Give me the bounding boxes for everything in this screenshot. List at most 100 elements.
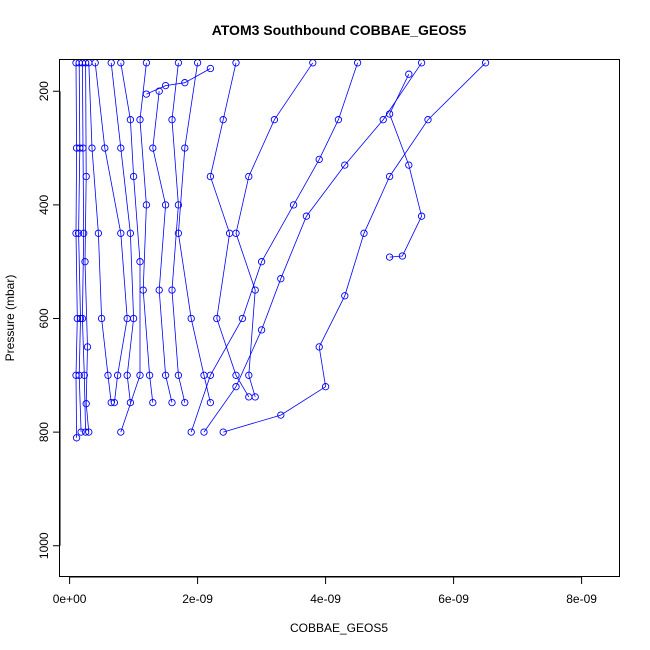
data-point	[88, 144, 96, 152]
data-point	[136, 371, 144, 379]
data-point	[245, 371, 253, 379]
data-point	[181, 144, 189, 152]
series-6	[107, 60, 138, 407]
data-point	[341, 161, 349, 169]
data-point	[83, 343, 92, 351]
series-10	[168, 60, 189, 407]
data-point	[80, 229, 88, 237]
series-connector	[139, 62, 154, 403]
y-tick-label: 800	[37, 422, 51, 442]
data-point	[117, 428, 125, 436]
data-point	[136, 258, 144, 266]
series-connector	[203, 62, 422, 433]
series-4	[85, 60, 115, 407]
x-tick-label: 6e-09	[438, 592, 469, 606]
data-point	[155, 286, 163, 294]
data-point	[104, 371, 112, 379]
x-tick-label: 8e-09	[566, 592, 597, 606]
data-point	[334, 116, 343, 124]
series-16	[219, 60, 490, 436]
data-point	[168, 398, 176, 407]
data-point	[101, 144, 109, 152]
data-point	[341, 292, 349, 300]
x-axis-label: COBBAE_GEOS5	[290, 621, 388, 635]
series-9	[149, 87, 176, 407]
data-point	[213, 314, 221, 323]
data-point	[238, 314, 247, 323]
data-point	[187, 314, 195, 323]
data-point	[424, 116, 432, 124]
data-point	[379, 116, 387, 124]
series-14	[187, 60, 362, 436]
data-point	[80, 371, 88, 379]
data-point	[481, 60, 490, 67]
data-point	[232, 371, 240, 379]
data-point	[149, 144, 157, 152]
data-point	[81, 258, 89, 266]
series-3	[81, 60, 93, 436]
data-point	[219, 428, 227, 436]
y-tick-label: 400	[37, 195, 51, 215]
data-point	[187, 428, 195, 436]
data-point	[405, 161, 413, 169]
series-connector	[94, 62, 128, 403]
data-point	[126, 398, 135, 407]
data-point	[315, 155, 323, 164]
data-point	[270, 116, 279, 124]
series-connector	[177, 62, 211, 403]
data-point	[161, 201, 170, 209]
series-connector	[209, 62, 250, 398]
data-point	[113, 371, 122, 379]
data-point	[277, 411, 285, 419]
series-connector	[120, 62, 141, 433]
series-connector	[84, 62, 90, 433]
y-tick-label: 1000	[37, 532, 51, 559]
data-point	[72, 434, 81, 442]
data-point	[251, 393, 259, 401]
data-point	[161, 371, 170, 379]
data-point	[126, 116, 135, 124]
data-point	[206, 371, 215, 379]
data-point	[168, 116, 176, 124]
data-point	[302, 212, 311, 220]
data-point	[82, 172, 90, 181]
series-15	[200, 60, 426, 436]
plot-area	[72, 60, 490, 442]
data-point	[142, 90, 151, 98]
y-axis: 200 400 600 800 1000	[37, 81, 61, 559]
plot-frame	[59, 59, 620, 577]
data-point	[139, 286, 147, 294]
series-2	[78, 60, 90, 436]
series-group	[72, 60, 490, 442]
data-point	[398, 252, 407, 260]
data-point	[289, 201, 298, 209]
x-tick-label: 4e-09	[310, 592, 341, 606]
data-point	[360, 229, 368, 237]
data-point	[232, 383, 240, 391]
data-point	[200, 428, 208, 436]
x-axis: 0e+00 2e-09 4e-09 6e-09 8e-09	[53, 576, 597, 606]
data-point	[174, 229, 183, 237]
data-point	[405, 70, 413, 78]
y-tick-label: 600	[37, 308, 51, 328]
data-point	[277, 275, 285, 283]
data-point	[72, 229, 80, 237]
data-point	[206, 172, 215, 181]
series-connector	[75, 62, 78, 438]
data-point	[94, 229, 103, 237]
data-point	[417, 212, 426, 220]
data-point	[136, 116, 144, 124]
data-point	[232, 60, 240, 67]
data-point	[129, 314, 138, 323]
series-11	[174, 60, 215, 407]
series-7	[117, 60, 144, 436]
series-18	[142, 64, 215, 98]
data-point	[193, 60, 202, 67]
data-point	[117, 229, 125, 237]
data-point	[149, 398, 157, 407]
series-connector	[110, 62, 135, 403]
data-point	[117, 60, 125, 67]
series-17	[385, 70, 426, 261]
data-point	[168, 286, 176, 294]
